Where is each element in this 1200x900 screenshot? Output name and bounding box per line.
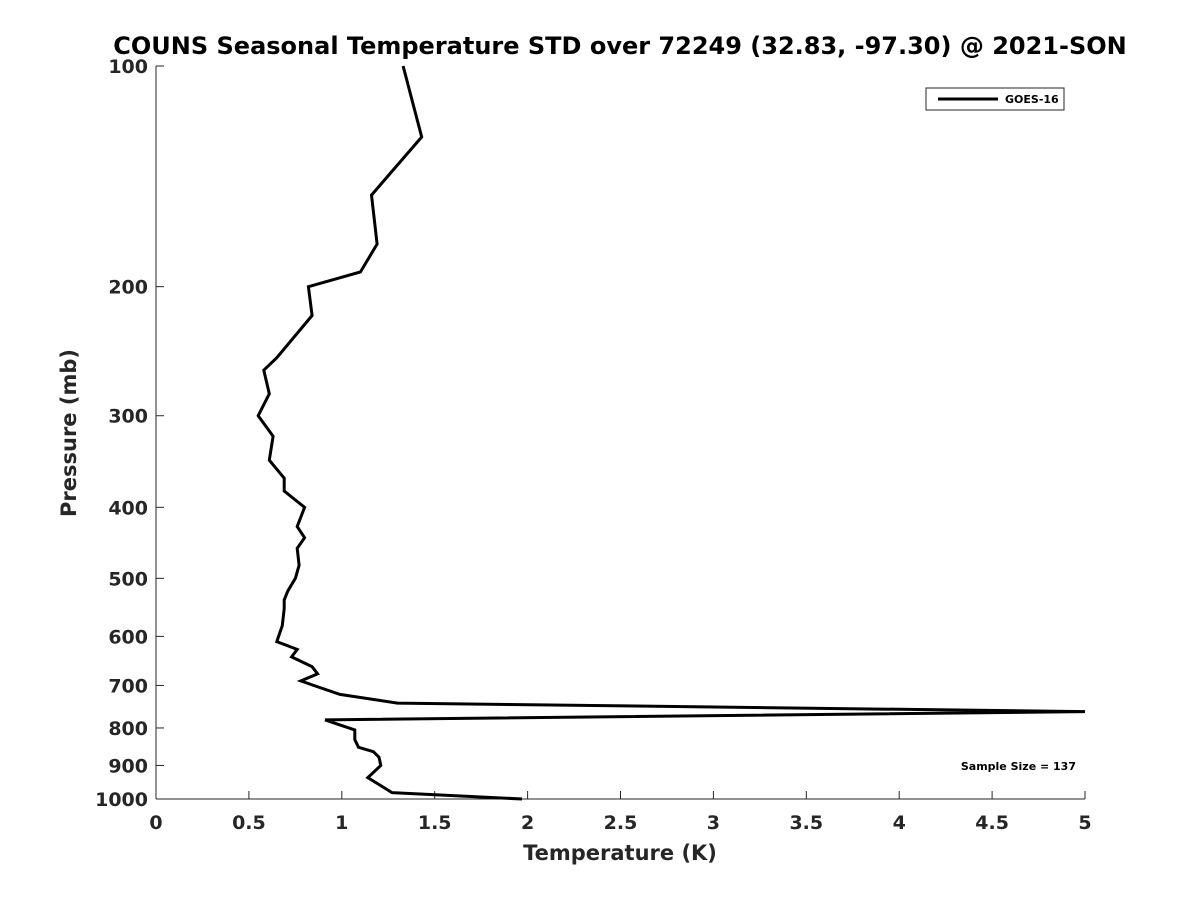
x-axis: 0 0.5 1 1.5 2 2.5 3 3.5 4 4.5 5 xyxy=(149,791,1092,834)
plot-area xyxy=(156,66,1085,799)
series-line-goes-16 xyxy=(256,65,1086,801)
x-tick-label: 3 xyxy=(707,812,720,834)
x-tick-label: 1.5 xyxy=(418,812,452,834)
x-tick-label: 1 xyxy=(335,812,348,834)
x-tick-label: 2.5 xyxy=(604,812,638,834)
y-axis-label: Pressure (mb) xyxy=(57,349,81,517)
y-tick-label: 600 xyxy=(108,626,148,648)
x-tick-label: 0.5 xyxy=(232,812,266,834)
y-tick-label: 100 xyxy=(108,56,148,78)
y-tick-label: 300 xyxy=(108,406,148,428)
y-axis: 100 200 300 400 500 600 700 800 900 1000 xyxy=(95,56,164,811)
x-tick-label: 2 xyxy=(521,812,534,834)
chart-title: COUNS Seasonal Temperature STD over 7224… xyxy=(113,32,1126,60)
y-tick-label: 500 xyxy=(108,568,148,590)
legend-label-goes-16: GOES-16 xyxy=(1005,93,1059,106)
x-tick-label: 4.5 xyxy=(975,812,1009,834)
x-tick-label: 3.5 xyxy=(789,812,823,834)
sample-size-annotation: Sample Size = 137 xyxy=(961,760,1076,773)
y-tick-label: 1000 xyxy=(95,789,148,811)
x-axis-label: Temperature (K) xyxy=(523,841,717,865)
y-tick-label: 200 xyxy=(108,277,148,299)
y-tick-label: 400 xyxy=(108,497,148,519)
y-tick-label: 700 xyxy=(108,675,148,697)
x-tick-label: 0 xyxy=(149,812,162,834)
x-tick-label: 4 xyxy=(893,812,906,834)
legend: GOES-16 xyxy=(925,87,1065,111)
y-tick-label: 900 xyxy=(108,755,148,777)
x-tick-label: 5 xyxy=(1078,812,1091,834)
series-layer xyxy=(256,65,1086,801)
y-tick-label: 800 xyxy=(108,718,148,740)
